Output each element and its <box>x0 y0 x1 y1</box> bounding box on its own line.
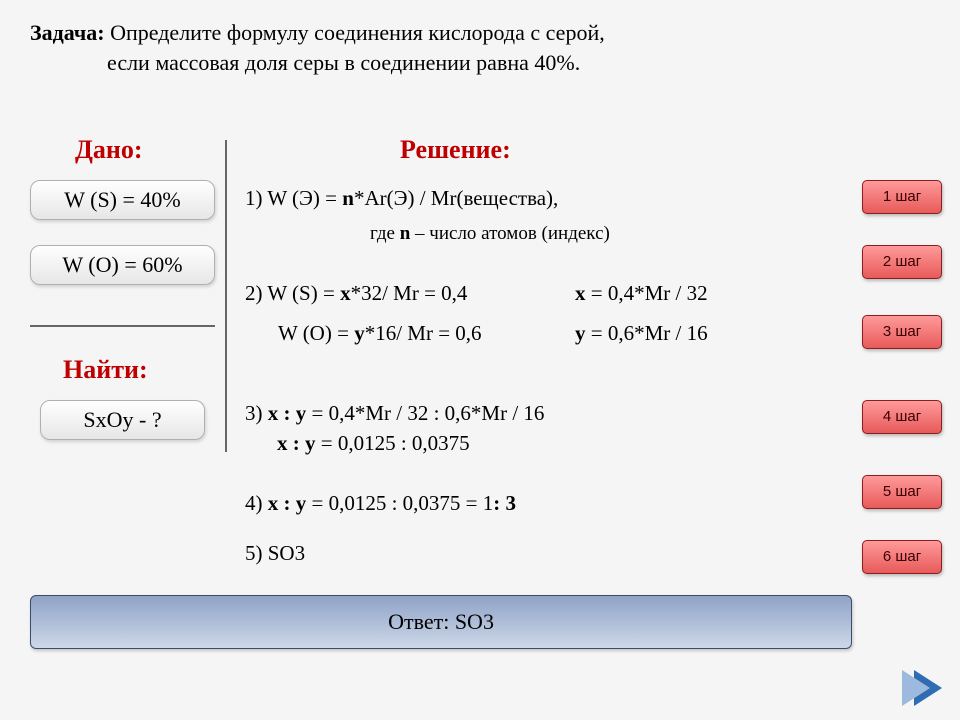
step-button-2[interactable]: 2 шаг <box>862 245 942 279</box>
given-sulfur-pill: ? W (S) = 40% <box>30 180 215 220</box>
problem-statement: Задача: Определите формулу соединения ки… <box>30 18 605 77</box>
solution-step2-y: y = 0,6*Mr / 16 <box>575 320 708 347</box>
step-button-6[interactable]: 6 шаг <box>862 540 942 574</box>
solution-step1: 1) W (Э) = n*Ar(Э) / Mr(вещества), <box>245 185 558 212</box>
separator-vertical <box>225 140 227 452</box>
step-button-1[interactable]: 1 шаг <box>862 180 942 214</box>
header-find: Найти: <box>63 355 148 385</box>
solution-step2-s: 2) W (S) = x*32/ Mr = 0,4 <box>245 280 467 307</box>
given-sulfur-text: W (S) = 40% <box>64 187 181 212</box>
step-button-5[interactable]: 5 шаг <box>862 475 942 509</box>
header-solution: Решение: <box>400 135 511 165</box>
solution-step5: 5) SO3 <box>245 540 305 567</box>
separator-horizontal <box>30 325 215 327</box>
answer-box: Ответ: SO3 <box>30 595 852 649</box>
problem-label: Задача: <box>30 20 105 45</box>
header-given: Дано: <box>75 135 143 165</box>
problem-line2: если массовая доля серы в соединении рав… <box>107 50 580 75</box>
problem-line1: Определите формулу соединения кислорода … <box>110 20 605 45</box>
solution-step3a: 3) x : y = 0,4*Mr / 32 : 0,6*Mr / 16 <box>245 400 544 427</box>
solution-step1-note: где n – число атомов (индекс) <box>370 222 610 247</box>
solution-step3b: x : y = 0,0125 : 0,0375 <box>277 430 470 457</box>
solution-step2-x: x = 0,4*Mr / 32 <box>575 280 708 307</box>
step-button-4[interactable]: 4 шаг <box>862 400 942 434</box>
next-arrow-icon[interactable] <box>914 670 942 706</box>
find-formula-pill: ? SxOy - ? <box>40 400 205 440</box>
solution-step2-o: W (O) = y*16/ Mr = 0,6 <box>278 320 482 347</box>
given-oxygen-pill: ? W (O) = 60% <box>30 245 215 285</box>
given-oxygen-text: W (O) = 60% <box>62 252 182 277</box>
find-formula-text: SxOy - ? <box>83 407 161 432</box>
solution-step4: 4) x : y = 0,0125 : 0,0375 = 1: 3 <box>245 490 516 517</box>
step-button-3[interactable]: 3 шаг <box>862 315 942 349</box>
